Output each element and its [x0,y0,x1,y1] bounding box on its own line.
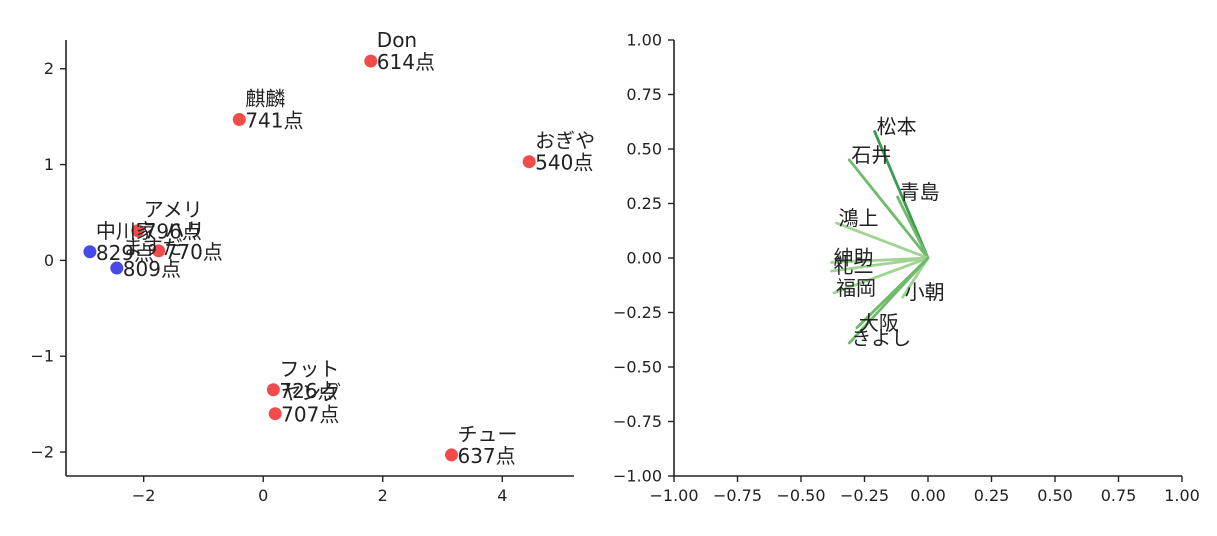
loading-vector [847,256,930,345]
x-tick-label: −2 [132,486,156,505]
loading-vector [847,158,930,260]
y-tick-label: −1 [30,347,54,366]
point-name-label: チュー [457,422,517,446]
y-tick-label: −0.50 [613,358,662,377]
point-score-label: 614点 [377,50,435,74]
x-tick-label: 0.50 [1037,486,1073,505]
x-tick-label: 0 [258,486,268,505]
x-tick-label: 0.75 [1101,486,1137,505]
x-tick-label: −0.25 [840,486,889,505]
scatter-plot: −2 0 2 4 −2 −1 0 1 2 Don614点麒麟741点おぎや540点アメリ796点ハ… [30,28,595,505]
point-name-label: フット [279,357,339,381]
data-point [444,448,458,462]
point-score-label: 726点 [279,379,337,403]
vector-label: 礼二 [833,254,873,278]
point-name-label: おぎや [535,129,595,153]
x-tick-label: 0.25 [974,486,1010,505]
y-tick-label: −0.75 [613,412,662,431]
vector-label: 石井 [851,143,891,167]
data-point [268,407,282,421]
vector-label: 紳助 [833,245,873,269]
loading-vector [830,256,930,264]
y-tick-label: 0.50 [626,140,662,159]
y-tick-label: 1 [44,155,54,174]
y-tick-label: 0.75 [626,85,662,104]
data-point [83,245,97,259]
x-tick-label: −1.00 [649,486,698,505]
point-score-label: 796点 [144,220,202,244]
vector-label: 鴻上 [839,206,879,230]
x-tick-label: −0.50 [776,486,825,505]
data-point [232,113,246,127]
vector-label: 大阪 [859,311,899,335]
data-point [110,261,124,275]
point-score-label: 707点 [281,403,339,427]
point-score-label: 637点 [457,444,515,468]
x-tick-label: 1.00 [1164,486,1200,505]
x-tick-label: 2 [378,486,388,505]
point-name-label: ヤング [281,381,341,405]
y-tick-label: 2 [44,59,54,78]
point-name-label: Don [377,28,417,52]
vector-label: 青島 [900,180,940,204]
loading-vector [896,195,930,260]
point-name-label: 中川家 [96,219,156,243]
loading-vector [835,221,930,260]
loading-vectors-plot: −1.00 −0.75 −0.50 −0.25 0.00 0.25 0.50 0.75 1.00… [613,31,1200,506]
x-tick-label: 0.00 [910,486,946,505]
data-point [364,54,378,68]
y-tick-label: −0.25 [613,303,662,322]
point-name-label: ハリ [165,218,205,242]
data-point [152,244,166,258]
y-tick-label: 0.25 [626,194,662,213]
point-score-label: 741点 [245,109,303,133]
vector-label: 福岡 [836,276,876,300]
point-score-label: 540点 [535,151,593,175]
y-tick-label: 1.00 [626,31,662,50]
loading-vector [873,130,930,260]
point-name-label: アメリ [144,198,203,222]
y-tick-label: 0 [44,251,54,270]
data-point [266,383,280,397]
vector-label: 小朝 [905,280,945,304]
x-tick-label: 4 [497,486,507,505]
y-tick-label: 0.00 [626,249,662,268]
point-name-label: 麒麟 [245,87,285,111]
point-score-label: 770点 [165,240,223,264]
vector-label: きよし [851,326,911,350]
loading-vector [832,256,930,295]
point-score-label: 829点 [96,241,154,265]
x-tick-label: −0.75 [713,486,762,505]
vector-label: 松本 [877,115,917,139]
data-point [131,224,145,238]
point-score-label: 809点 [123,257,181,281]
data-point [522,155,536,169]
loading-vector [830,256,930,273]
y-tick-label: −1.00 [613,467,662,486]
y-tick-label: −2 [30,443,54,462]
point-name-label: ますだ [123,235,183,259]
